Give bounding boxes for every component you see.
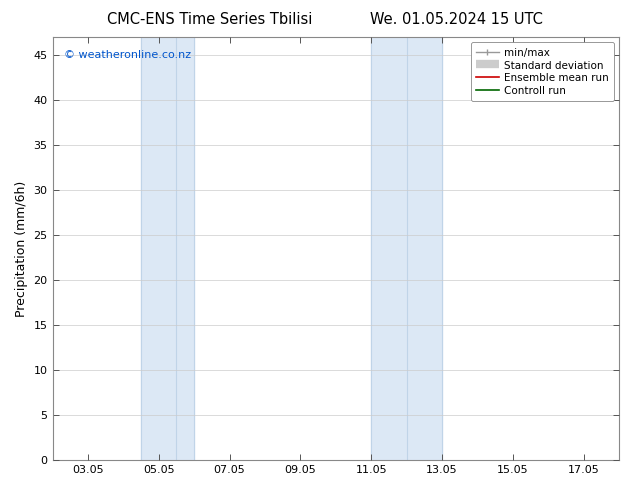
- Y-axis label: Precipitation (mm/6h): Precipitation (mm/6h): [15, 180, 28, 317]
- Text: We. 01.05.2024 15 UTC: We. 01.05.2024 15 UTC: [370, 12, 543, 27]
- Legend: min/max, Standard deviation, Ensemble mean run, Controll run: min/max, Standard deviation, Ensemble me…: [470, 42, 614, 101]
- Bar: [141, 37, 194, 460]
- Bar: [371, 37, 442, 460]
- Text: CMC-ENS Time Series Tbilisi: CMC-ENS Time Series Tbilisi: [107, 12, 312, 27]
- Text: © weatheronline.co.nz: © weatheronline.co.nz: [64, 50, 191, 60]
